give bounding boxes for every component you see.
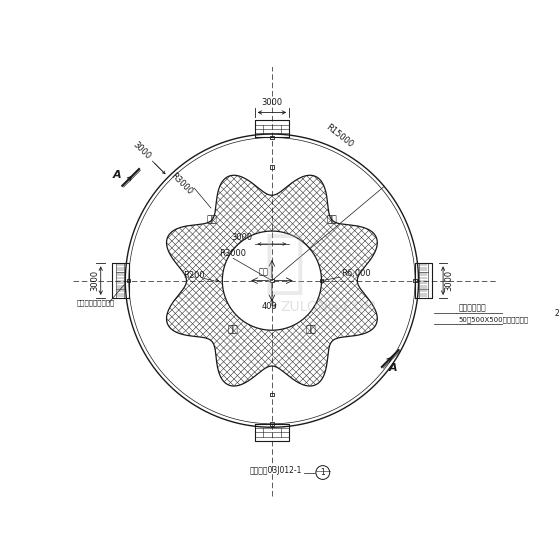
Text: 花池: 花池	[305, 325, 316, 334]
Bar	[270, 422, 274, 426]
Bar	[320, 279, 323, 282]
Bar	[127, 279, 130, 282]
Text: 2: 2	[555, 309, 560, 318]
Text: 3000: 3000	[262, 99, 282, 108]
Bar	[270, 136, 274, 139]
Text: 400: 400	[262, 302, 278, 311]
Text: 铺贴参照03J012-1: 铺贴参照03J012-1	[250, 465, 302, 474]
Text: 花池: 花池	[206, 216, 217, 225]
Text: 3000: 3000	[231, 233, 253, 242]
Text: ZULONG.COM: ZULONG.COM	[280, 300, 376, 314]
Text: 3000: 3000	[90, 270, 99, 291]
Text: 50粒500X500荒漠化石干挂: 50粒500X500荒漠化石干挂	[458, 316, 528, 323]
Text: 1: 1	[320, 469, 325, 478]
Text: 石材路面做法: 石材路面做法	[458, 304, 486, 313]
Bar	[270, 393, 274, 396]
Text: A: A	[388, 363, 397, 373]
Text: R6,000: R6,000	[341, 269, 371, 278]
Text: 涂装小品由厂家定货: 涂装小品由厂家定货	[77, 300, 115, 306]
Text: R15000: R15000	[324, 122, 354, 149]
Text: 3000: 3000	[131, 140, 152, 161]
Text: R200: R200	[184, 272, 205, 281]
Text: A: A	[113, 170, 122, 180]
Bar	[270, 165, 274, 169]
Text: 筑: 筑	[264, 230, 306, 297]
Text: R3000: R3000	[169, 171, 194, 197]
Bar	[270, 279, 274, 282]
Text: 花池: 花池	[228, 325, 239, 334]
Bar	[413, 279, 417, 282]
Text: 3000: 3000	[445, 270, 454, 291]
Text: 此处: 此处	[258, 267, 268, 276]
Text: R3000: R3000	[220, 249, 246, 258]
Text: 花池: 花池	[327, 216, 338, 225]
